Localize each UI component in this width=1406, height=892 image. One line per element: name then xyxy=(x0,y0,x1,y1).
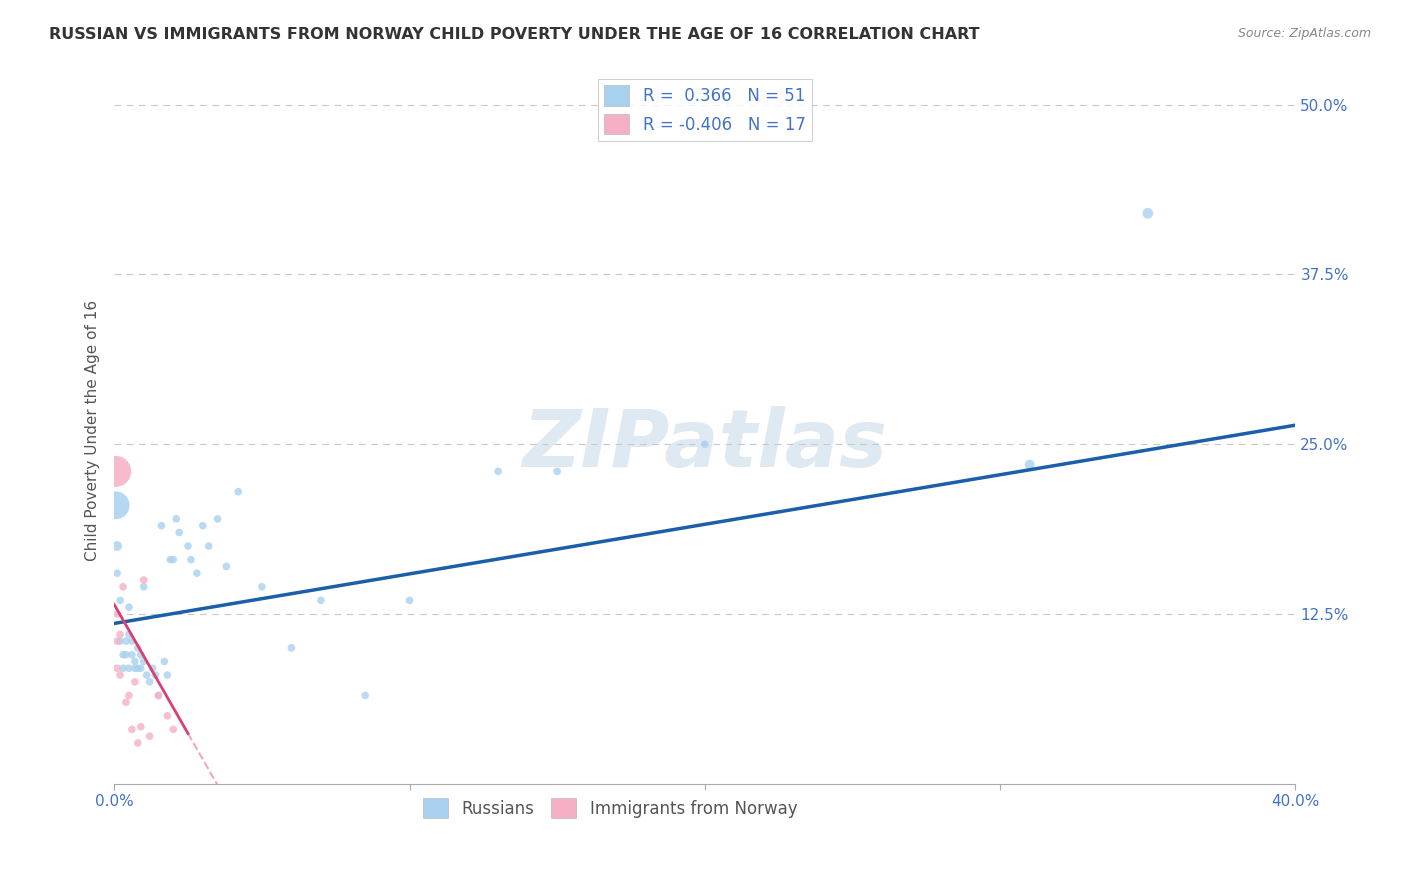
Point xyxy=(153,655,176,669)
Point xyxy=(129,720,152,734)
Point xyxy=(124,674,146,689)
Point xyxy=(142,661,165,675)
Point xyxy=(215,559,238,574)
Point xyxy=(226,484,249,499)
Point xyxy=(145,668,167,682)
Point xyxy=(398,593,420,607)
Point xyxy=(108,634,131,648)
Y-axis label: Child Poverty Under the Age of 16: Child Poverty Under the Age of 16 xyxy=(86,300,100,561)
Point xyxy=(118,627,141,641)
Point xyxy=(104,498,127,512)
Point xyxy=(115,695,138,709)
Point xyxy=(546,464,568,478)
Point xyxy=(148,689,170,703)
Point xyxy=(118,661,141,675)
Point xyxy=(354,689,377,703)
Point xyxy=(1018,458,1040,472)
Point xyxy=(108,593,131,607)
Point xyxy=(129,648,152,662)
Point xyxy=(138,674,160,689)
Point xyxy=(129,661,152,675)
Point xyxy=(250,580,273,594)
Point xyxy=(150,518,173,533)
Point xyxy=(104,464,127,478)
Point xyxy=(177,539,200,553)
Point xyxy=(135,668,157,682)
Text: ZIPatlas: ZIPatlas xyxy=(522,406,887,483)
Point xyxy=(156,668,179,682)
Point xyxy=(121,723,143,737)
Point xyxy=(105,539,128,553)
Point xyxy=(127,661,149,675)
Point xyxy=(180,552,202,566)
Point xyxy=(156,708,179,723)
Point xyxy=(486,464,509,478)
Point xyxy=(138,729,160,743)
Point xyxy=(115,648,138,662)
Point xyxy=(105,607,128,621)
Point xyxy=(112,661,135,675)
Text: Source: ZipAtlas.com: Source: ZipAtlas.com xyxy=(1237,27,1371,40)
Point xyxy=(108,668,131,682)
Point xyxy=(165,512,187,526)
Point xyxy=(162,723,184,737)
Point xyxy=(207,512,229,526)
Point xyxy=(186,566,208,581)
Point xyxy=(121,648,143,662)
Point xyxy=(112,580,135,594)
Point xyxy=(105,661,128,675)
Point xyxy=(118,600,141,615)
Point xyxy=(118,689,141,703)
Point xyxy=(132,655,155,669)
Point xyxy=(197,539,219,553)
Point xyxy=(162,552,184,566)
Point xyxy=(148,689,170,703)
Point xyxy=(167,525,190,540)
Point xyxy=(693,437,716,451)
Legend: Russians, Immigrants from Norway: Russians, Immigrants from Norway xyxy=(416,791,804,825)
Point xyxy=(191,518,214,533)
Point xyxy=(132,580,155,594)
Point xyxy=(121,634,143,648)
Point xyxy=(127,736,149,750)
Point xyxy=(280,640,302,655)
Point xyxy=(1136,206,1159,220)
Point xyxy=(309,593,332,607)
Point xyxy=(124,655,146,669)
Text: RUSSIAN VS IMMIGRANTS FROM NORWAY CHILD POVERTY UNDER THE AGE OF 16 CORRELATION : RUSSIAN VS IMMIGRANTS FROM NORWAY CHILD … xyxy=(49,27,980,42)
Point xyxy=(105,566,128,581)
Point xyxy=(132,573,155,587)
Point xyxy=(159,552,181,566)
Point xyxy=(105,634,128,648)
Point xyxy=(124,661,146,675)
Point xyxy=(127,640,149,655)
Point xyxy=(115,634,138,648)
Point xyxy=(108,627,131,641)
Point xyxy=(112,648,135,662)
